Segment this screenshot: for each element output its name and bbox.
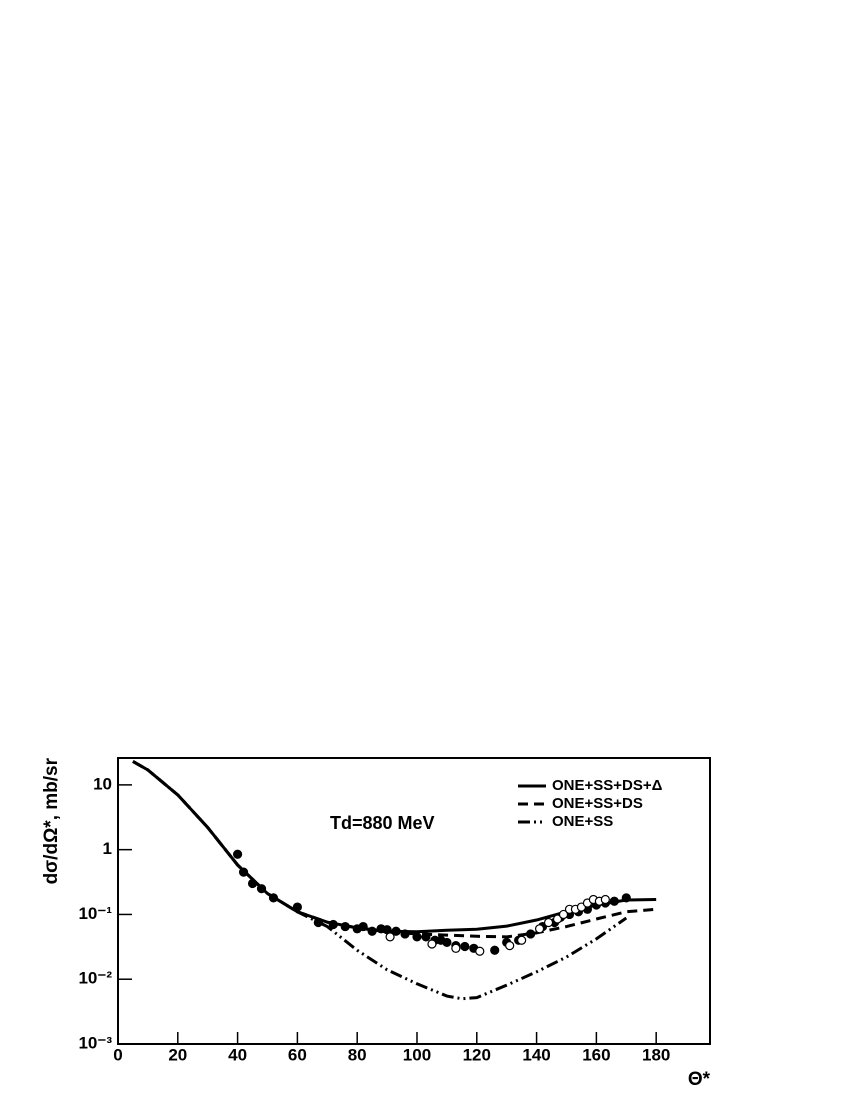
data-point: [621, 893, 631, 903]
x-tick-label: 160: [582, 1045, 610, 1064]
legend-label: ONE+SS: [552, 813, 613, 830]
plot-frame: [117, 757, 711, 1045]
data-point: [552, 914, 563, 924]
data-point: [421, 932, 431, 942]
data-point: [609, 896, 619, 906]
data-point: [247, 878, 258, 889]
legend-label: ONE+SS+DS+Δ: [552, 777, 663, 794]
data-point: [268, 893, 279, 903]
data-point: [526, 929, 536, 939]
x-tick-label: 60: [288, 1045, 307, 1064]
data-point: [442, 937, 452, 948]
data-point: [391, 926, 401, 936]
data-point: [340, 921, 350, 932]
y-tick-label: 10⁻²: [78, 969, 112, 988]
data-point: [412, 932, 422, 942]
data-point: [490, 945, 500, 955]
data-point: [256, 884, 267, 894]
x-tick-label: 20: [168, 1045, 187, 1064]
x-tick-label: 180: [642, 1045, 670, 1064]
data-point: [451, 943, 461, 953]
data-point: [385, 932, 395, 942]
x-tick-label: 80: [348, 1045, 367, 1064]
x-tick-label: 140: [522, 1045, 550, 1064]
data-point: [367, 926, 377, 936]
data-point: [517, 935, 527, 945]
x-tick-label: 120: [463, 1045, 491, 1064]
data-point: [558, 909, 569, 920]
data-point: [460, 941, 470, 952]
y-tick-label: 10⁻¹: [78, 904, 112, 923]
data-point: [328, 919, 338, 930]
series-line: [132, 760, 628, 1001]
legend-label: ONE+SS+DS: [552, 795, 643, 812]
y-axis-label: dσ/dΩ*, mb/sr: [41, 757, 62, 884]
data-point: [505, 941, 515, 951]
x-tick-label: 0: [113, 1045, 122, 1064]
y-tick-label: 10⁻³: [78, 1033, 112, 1052]
annotation: Td=880 MeV: [330, 813, 435, 833]
data-point: [427, 939, 437, 949]
data-point: [358, 921, 368, 932]
data-point: [475, 946, 485, 956]
x-tick-label: 40: [228, 1045, 247, 1064]
data-point: [534, 924, 545, 934]
data-point: [292, 902, 302, 912]
data-point: [400, 929, 410, 939]
x-axis-label: Θ*: [688, 1069, 711, 1090]
x-tick-label: 100: [403, 1045, 431, 1064]
data-point: [238, 867, 249, 877]
data-point: [232, 849, 243, 859]
data-point: [543, 917, 554, 928]
data-point: [600, 894, 610, 905]
y-tick-label: 10: [93, 774, 112, 793]
y-tick-label: 1: [103, 839, 112, 858]
data-point: [313, 917, 323, 928]
